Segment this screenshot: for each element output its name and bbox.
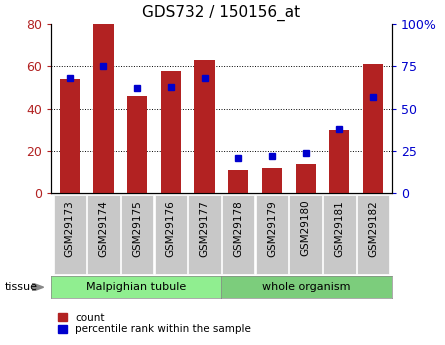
Bar (295, 164, 316, 193)
FancyBboxPatch shape (222, 195, 255, 274)
FancyBboxPatch shape (357, 195, 389, 274)
Bar (161, 71, 181, 193)
Text: GSM29176: GSM29176 (166, 200, 176, 257)
Title: GDS732 / 150156_at: GDS732 / 150156_at (142, 5, 300, 21)
Bar (329, 130, 349, 193)
Text: Malpighian tubule: Malpighian tubule (86, 282, 186, 292)
Bar (60, 79, 80, 193)
Bar (228, 170, 248, 193)
Text: tissue: tissue (4, 282, 37, 292)
Text: GSM29181: GSM29181 (334, 200, 344, 257)
Text: GSM29179: GSM29179 (267, 200, 277, 257)
Text: whole organism: whole organism (262, 282, 351, 292)
Text: GSM29175: GSM29175 (132, 200, 142, 257)
FancyBboxPatch shape (155, 195, 187, 274)
FancyBboxPatch shape (256, 195, 288, 274)
FancyBboxPatch shape (323, 195, 356, 274)
Bar (194, 60, 214, 193)
Bar (127, 96, 147, 193)
Text: GSM29174: GSM29174 (98, 200, 109, 257)
FancyBboxPatch shape (53, 195, 86, 274)
Bar (262, 168, 282, 193)
FancyBboxPatch shape (87, 195, 120, 274)
FancyBboxPatch shape (188, 195, 221, 274)
Text: GSM29178: GSM29178 (233, 200, 243, 257)
Text: GSM29177: GSM29177 (199, 200, 210, 257)
Legend: count, percentile rank within the sample: count, percentile rank within the sample (57, 310, 253, 336)
Bar (363, 64, 383, 193)
Bar (93, 24, 113, 193)
Text: GSM29182: GSM29182 (368, 200, 378, 257)
FancyBboxPatch shape (289, 195, 322, 274)
Text: GSM29180: GSM29180 (301, 200, 311, 256)
Text: GSM29173: GSM29173 (65, 200, 75, 257)
FancyBboxPatch shape (121, 195, 153, 274)
Polygon shape (32, 283, 44, 291)
